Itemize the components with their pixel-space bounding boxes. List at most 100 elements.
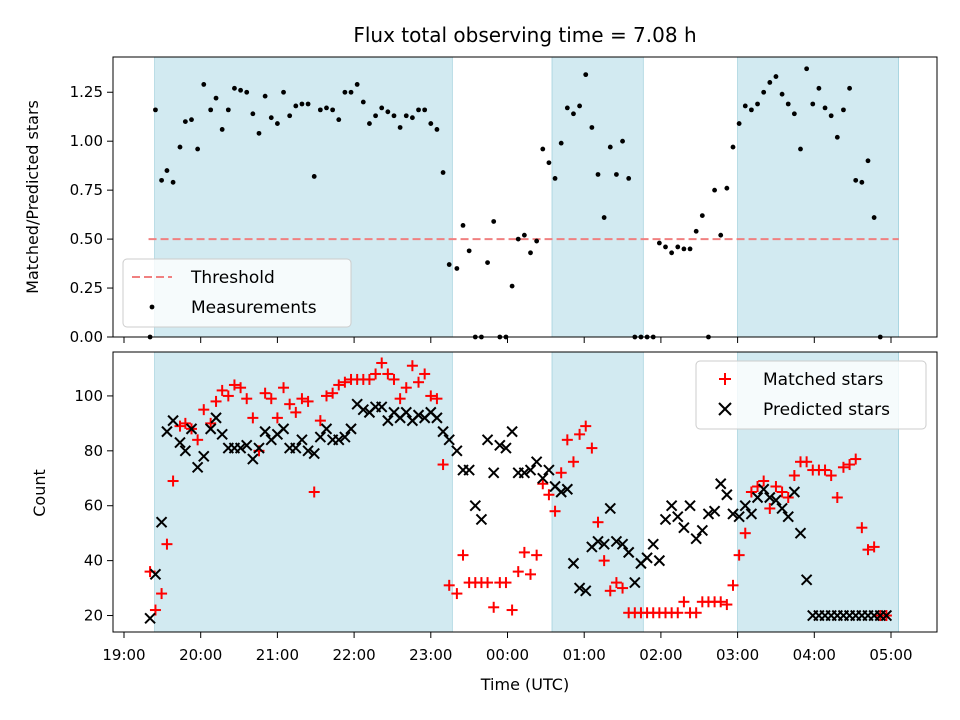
shaded-interval-0	[154, 351, 453, 633]
matched-marker	[598, 555, 610, 567]
measurement-point	[299, 101, 305, 107]
x-tick-label: 22:00	[332, 646, 375, 664]
top-x-ticks	[123, 337, 892, 343]
predicted-marker	[745, 508, 758, 520]
matched-marker	[296, 393, 308, 405]
measurement-point	[595, 172, 601, 177]
predicted-marker	[672, 510, 684, 523]
measurement-point	[330, 107, 336, 113]
measurement-point	[583, 72, 589, 78]
measurement-point	[244, 89, 250, 95]
predicted-marker-b	[537, 472, 549, 484]
predicted-marker-b	[302, 445, 314, 457]
predicted-marker	[543, 464, 555, 476]
x-tick-label: 00:00	[486, 646, 529, 664]
matched-marker	[205, 417, 217, 429]
predicted-marker	[487, 467, 500, 479]
predicted-marker	[376, 401, 388, 413]
predicted-marker	[506, 425, 518, 438]
measurement-point	[736, 121, 742, 126]
predicted-marker-b	[672, 510, 684, 523]
predicted-marker	[592, 535, 604, 548]
predicted-marker	[357, 403, 370, 416]
matched-marker	[727, 579, 739, 591]
matched-marker	[801, 456, 813, 468]
matched-marker	[302, 395, 314, 407]
matched-marker	[308, 486, 320, 498]
y-tick-label: 1.00	[70, 132, 103, 150]
predicted-marker	[302, 445, 314, 457]
predicted-marker	[751, 491, 764, 504]
matched-marker	[543, 489, 555, 501]
matched-marker	[247, 412, 259, 424]
measurement-point	[540, 146, 546, 152]
predicted-marker-b	[622, 546, 635, 559]
predicted-marker-b	[234, 442, 247, 454]
measurement-point	[354, 82, 360, 87]
measurement-point	[208, 107, 214, 113]
matched-marker	[327, 387, 339, 399]
predicted-marker-b	[555, 486, 567, 498]
measurement-point	[373, 113, 378, 119]
predicted-marker	[518, 467, 531, 479]
matched-marker	[518, 546, 530, 558]
matched-marker	[844, 459, 856, 471]
predicted-marker-b	[641, 552, 653, 564]
measurement-point	[446, 262, 452, 267]
predicted-marker-b	[174, 436, 186, 449]
measurement-point	[189, 117, 194, 123]
x-tick-label: 01:00	[563, 646, 606, 664]
predicted-marker	[234, 442, 247, 454]
matched-marker	[525, 568, 537, 580]
predicted-marker	[179, 445, 192, 457]
measurement-point	[250, 111, 256, 117]
predicted-marker	[320, 423, 333, 435]
predicted-marker-b	[684, 500, 696, 512]
y-tick-label: 0.50	[70, 230, 103, 248]
predicted-marker	[185, 423, 198, 435]
measurement-point	[601, 215, 607, 220]
predicted-marker-b	[721, 489, 733, 501]
predicted-marker-b	[247, 453, 259, 465]
predicted-marker	[573, 582, 586, 594]
predicted-marker-b	[800, 574, 813, 586]
measurement-point	[822, 105, 828, 111]
measurement-point	[558, 140, 564, 146]
measurement-points	[147, 66, 883, 340]
measurement-point	[195, 146, 201, 152]
measurement-point	[546, 160, 552, 166]
y-tick-label: 0.00	[70, 328, 103, 346]
predicted-marker-b	[788, 486, 801, 498]
predicted-marker	[580, 585, 592, 597]
matched-marker	[549, 505, 561, 517]
predicted-marker	[382, 414, 394, 427]
predicted-marker-b	[739, 500, 751, 512]
measurement-point	[828, 113, 834, 119]
predicted-marker-b	[277, 423, 290, 435]
matched-marker	[672, 607, 684, 619]
matched-marker	[555, 467, 567, 479]
predicted-marker-b	[573, 582, 586, 594]
measurement-point	[317, 107, 323, 113]
matched-marker	[376, 357, 388, 369]
top-panel: 0.00 0.25 0.50 0.75 1.00 1.25 Flux total obse…	[23, 23, 938, 346]
predicted-marker-b	[678, 521, 690, 534]
legend-measurements-label: Measurements	[191, 298, 317, 318]
predicted-marker-b	[506, 425, 518, 438]
matched-marker	[856, 522, 868, 534]
matched-marker	[278, 382, 290, 394]
predicted-marker	[702, 508, 715, 520]
measurement-point	[865, 158, 871, 164]
top-y-axis-label: Matched/Predicted stars	[23, 100, 42, 294]
matched-marker	[512, 566, 524, 578]
measurement-point	[348, 89, 354, 95]
measurement-point	[749, 107, 754, 113]
top-axes-frame	[112, 56, 938, 338]
measurement-point	[460, 222, 466, 228]
predicted-marker	[770, 494, 782, 506]
matched-marker	[733, 549, 745, 561]
predicted-marker-b	[715, 478, 727, 490]
predicted-marker	[290, 442, 302, 454]
predicted-marker	[659, 513, 672, 526]
predicted-marker-b	[185, 423, 198, 435]
